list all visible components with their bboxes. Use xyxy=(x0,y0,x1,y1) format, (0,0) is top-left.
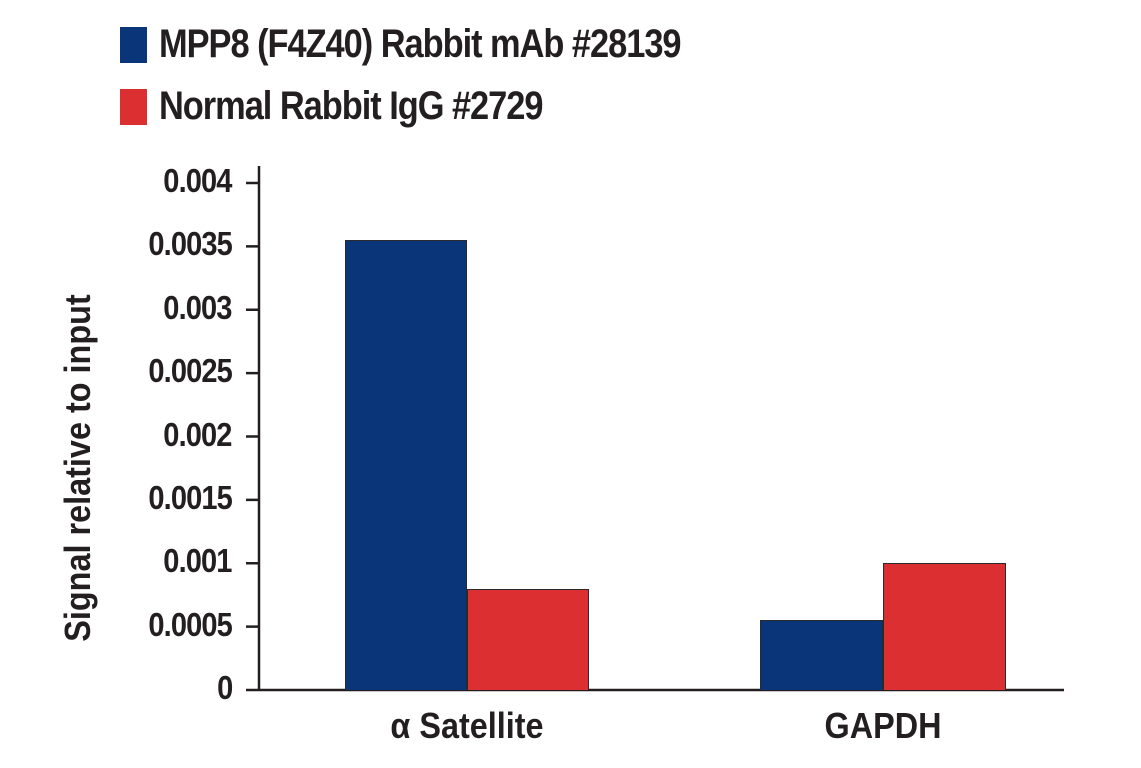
y-tick-label: 0.0035 xyxy=(148,225,232,263)
y-tick-label: 0.0025 xyxy=(148,352,232,390)
y-tick-label: 0.001 xyxy=(163,542,233,580)
legend-label: Normal Rabbit IgG #2729 xyxy=(159,84,543,128)
y-tick-label: 0.002 xyxy=(163,415,233,453)
y-tick-label: 0 xyxy=(216,669,233,706)
y-tick-label: 0.0005 xyxy=(148,605,232,643)
x-category-label: GAPDH xyxy=(824,705,942,746)
bar-igg-alpha-satellite xyxy=(467,588,589,690)
legend-label: MPP8 (F4Z40) Rabbit mAb #28139 xyxy=(159,22,682,66)
legend-item-igg: Normal Rabbit IgG #2729 xyxy=(120,84,605,129)
legend-swatch-blue xyxy=(120,26,147,63)
y-tick-labels: 0 0.0005 0.001 0.0015 0.002 0.0025 0.003 0.0035… xyxy=(0,0,232,768)
y-tick-label: 0.0015 xyxy=(148,478,232,516)
bar-igg-gapdh xyxy=(883,563,1006,690)
legend-swatch-red xyxy=(120,88,147,125)
y-tick-label: 0.003 xyxy=(163,288,233,326)
legend-item-mpp8: MPP8 (F4Z40) Rabbit mAb #28139 xyxy=(120,22,765,67)
bar-mpp8-alpha-satellite xyxy=(345,240,467,690)
y-tick-label: 0.004 xyxy=(163,162,233,199)
bar-mpp8-gapdh xyxy=(760,620,883,690)
x-category-label: α Satellite xyxy=(390,705,544,746)
